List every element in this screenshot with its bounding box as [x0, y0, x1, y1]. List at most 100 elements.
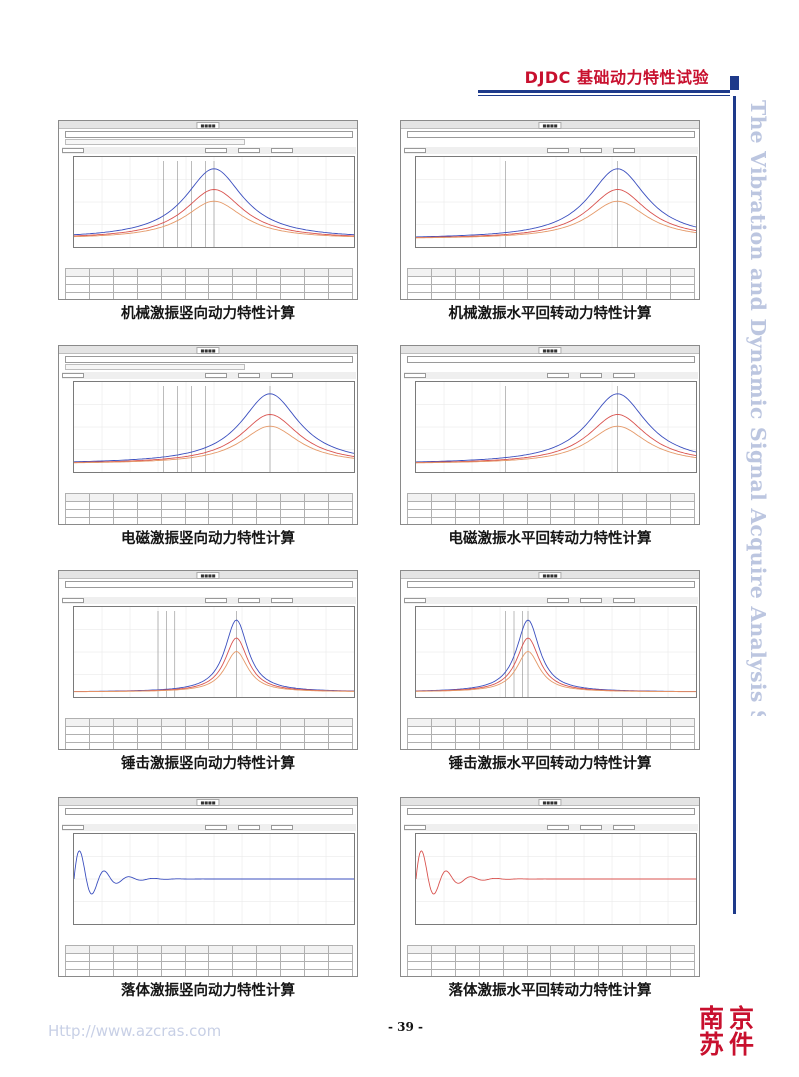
table-cell	[550, 501, 576, 510]
table-cell	[454, 734, 480, 743]
table-cell	[502, 517, 528, 524]
table-cell	[184, 276, 210, 285]
table-row	[65, 961, 354, 970]
parameter-bar-secondary	[65, 364, 245, 370]
table-cell	[669, 268, 696, 277]
table-cell	[550, 718, 576, 727]
table-cell	[430, 726, 456, 735]
window-titlebar: ■■■■	[59, 798, 357, 806]
table-cell	[430, 734, 456, 743]
table-cell	[65, 501, 90, 510]
table-cell	[88, 517, 114, 524]
parameter-bar	[65, 808, 353, 815]
table-cell	[526, 268, 552, 277]
table-cell	[550, 945, 576, 954]
table-cell	[550, 284, 576, 293]
readout-field	[580, 147, 603, 153]
table-cell	[136, 953, 162, 962]
table-cell	[208, 284, 234, 293]
window-titlebar: ■■■■	[401, 121, 699, 129]
readout-field	[271, 372, 294, 378]
table-cell	[65, 276, 90, 285]
table-cell	[184, 742, 210, 749]
table-cell	[598, 276, 624, 285]
table-cell	[88, 953, 114, 962]
readout-row	[62, 147, 356, 154]
table-cell	[574, 517, 600, 524]
table-cell	[112, 292, 138, 299]
table-cell	[136, 292, 162, 299]
table-cell	[327, 292, 354, 299]
table-cell	[550, 726, 576, 735]
table-cell	[280, 501, 306, 510]
table-cell	[502, 509, 528, 518]
table-cell	[454, 742, 480, 749]
analysis-screenshot: ■■■■	[400, 570, 700, 750]
table-cell	[88, 726, 114, 735]
table-row	[65, 734, 354, 743]
table-cell	[430, 969, 456, 976]
table-cell	[478, 969, 504, 976]
table-cell	[622, 961, 648, 970]
table-cell	[208, 945, 234, 954]
table-cell	[160, 517, 186, 524]
table-cell	[407, 284, 432, 293]
table-row	[407, 961, 696, 970]
table-cell	[160, 945, 186, 954]
table-cell	[646, 268, 671, 277]
table-cell	[574, 501, 600, 510]
table-cell	[184, 718, 210, 727]
screenshot-caption: 落体激振竖向动力特性计算	[121, 983, 295, 999]
response-curve	[74, 189, 354, 237]
table-cell	[502, 276, 528, 285]
table-cell	[112, 284, 138, 293]
table-cell	[184, 501, 210, 510]
table-cell	[550, 292, 576, 299]
plot-svg	[74, 607, 354, 697]
table-row	[407, 268, 696, 277]
readout-field	[238, 147, 261, 153]
table-cell	[478, 493, 504, 502]
table-cell	[550, 742, 576, 749]
table-cell	[112, 961, 138, 970]
readout-field	[580, 597, 603, 603]
table-cell	[184, 268, 210, 277]
table-cell	[502, 734, 528, 743]
parameter-bar	[65, 131, 353, 138]
plot-svg	[74, 157, 354, 247]
table-cell	[646, 493, 671, 502]
table-cell	[160, 501, 186, 510]
table-cell	[669, 742, 696, 749]
readout-row	[404, 597, 698, 604]
window-title-tab: ■■■■	[538, 347, 562, 354]
table-cell	[598, 718, 624, 727]
table-cell	[622, 509, 648, 518]
logo-glyph: 京	[729, 1004, 755, 1033]
side-watermark-label: The Vibration and Dynamic Signal Acquire…	[746, 100, 770, 716]
table-cell	[407, 953, 432, 962]
window-titlebar: ■■■■	[59, 571, 357, 579]
table-cell	[232, 517, 258, 524]
logo-glyph: 南	[699, 1004, 725, 1033]
table-cell	[454, 292, 480, 299]
table-cell	[304, 517, 329, 524]
table-cell	[88, 268, 114, 277]
table-row	[407, 292, 696, 299]
window-titlebar: ■■■■	[59, 121, 357, 129]
page-number: - 39 -	[388, 1020, 424, 1034]
table-cell	[112, 969, 138, 976]
window-titlebar: ■■■■	[401, 798, 699, 806]
table-cell	[327, 501, 354, 510]
table-cell	[478, 953, 504, 962]
table-cell	[550, 969, 576, 976]
table-cell	[160, 276, 186, 285]
table-row	[65, 493, 354, 502]
table-cell	[669, 945, 696, 954]
table-cell	[327, 284, 354, 293]
response-curve	[416, 414, 696, 463]
readout-field	[205, 372, 228, 378]
table-cell	[256, 292, 282, 299]
plot-svg	[416, 607, 696, 697]
table-cell	[112, 726, 138, 735]
table-cell	[208, 292, 234, 299]
